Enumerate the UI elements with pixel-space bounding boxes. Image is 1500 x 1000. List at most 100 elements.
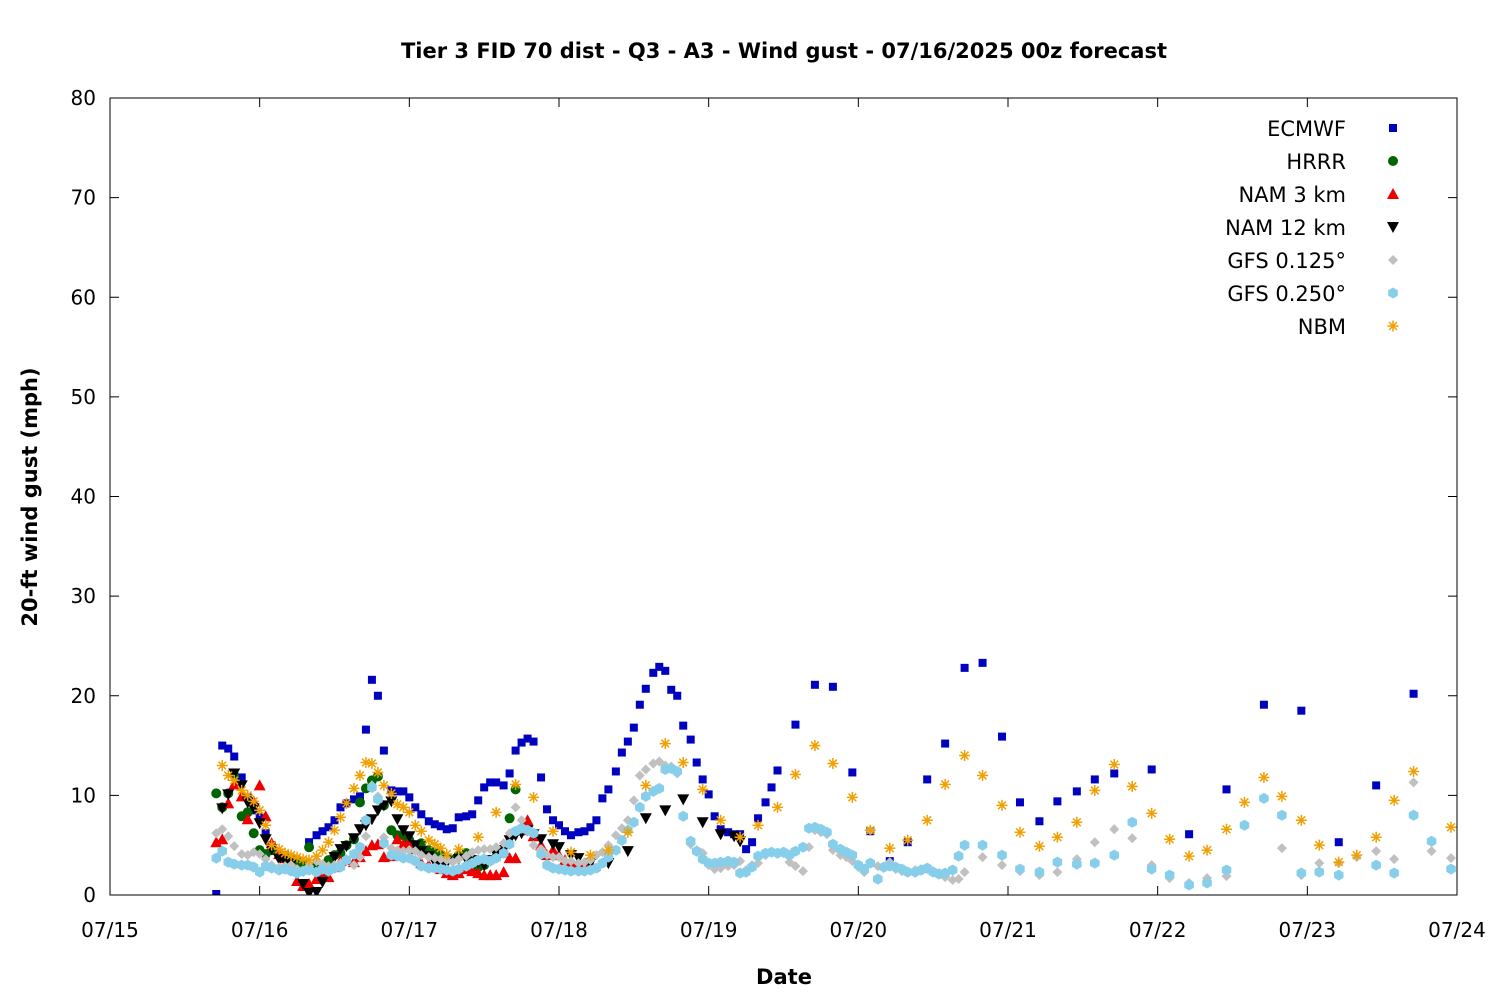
data-point <box>1426 846 1437 857</box>
data-point <box>218 741 227 750</box>
data-point <box>523 734 532 743</box>
data-point <box>259 834 272 846</box>
data-point <box>361 814 371 826</box>
data-point <box>827 757 839 769</box>
data-point <box>468 810 477 819</box>
data-point <box>828 838 838 850</box>
data-point <box>584 849 596 861</box>
data-point <box>454 813 463 822</box>
data-point <box>228 774 240 786</box>
data-point <box>254 849 265 860</box>
data-point <box>222 769 234 781</box>
data-point <box>385 796 398 808</box>
data-point <box>528 840 539 851</box>
data-point <box>1052 856 1063 868</box>
data-point <box>748 838 757 847</box>
x-tick-label: 07/16 <box>231 918 289 942</box>
data-point <box>715 856 726 868</box>
data-point <box>260 854 271 865</box>
data-point <box>789 768 801 780</box>
data-point <box>659 805 672 817</box>
data-point <box>255 813 264 822</box>
data-point <box>334 811 346 823</box>
data-point <box>1035 817 1044 826</box>
y-axis: 0 10 20 30 40 50 60 70 80 <box>71 86 1457 907</box>
legend-marker <box>1387 320 1399 332</box>
series-nbm <box>216 738 1457 868</box>
data-point <box>318 827 327 836</box>
data-point <box>698 775 707 784</box>
data-point <box>902 834 914 846</box>
data-point <box>941 739 950 748</box>
data-point <box>959 839 970 851</box>
data-point <box>692 758 701 767</box>
data-point <box>266 839 278 851</box>
data-point <box>959 867 970 878</box>
data-point <box>566 831 575 840</box>
data-point <box>216 803 229 815</box>
data-point <box>1277 809 1287 821</box>
data-point <box>1295 814 1307 826</box>
data-point <box>211 788 222 799</box>
data-point <box>224 744 233 753</box>
data-point <box>678 810 688 822</box>
data-point <box>797 866 808 877</box>
data-point <box>247 803 260 815</box>
y-tick-label: 60 <box>71 285 96 309</box>
data-point <box>661 666 670 675</box>
legend: ECMWF HRRR NAM 3 km NAM 12 km GFS 0.125° GFS … <box>1225 117 1399 339</box>
data-point <box>403 806 415 818</box>
data-point <box>685 835 696 847</box>
series-ecmwf <box>212 658 1418 895</box>
data-point <box>791 720 800 729</box>
data-point <box>304 842 315 853</box>
data-point <box>385 787 397 799</box>
legend-marker <box>1388 287 1398 299</box>
data-point <box>873 873 883 885</box>
data-point <box>1314 858 1325 869</box>
data-point <box>635 801 645 813</box>
data-point <box>312 831 321 840</box>
data-point <box>504 838 515 850</box>
data-point <box>686 735 695 744</box>
data-point <box>424 817 433 826</box>
x-tick-label: 07/17 <box>381 918 439 942</box>
data-point <box>316 877 329 889</box>
data-point <box>409 840 422 852</box>
data-point <box>611 844 621 856</box>
data-point <box>623 737 632 746</box>
data-point <box>1221 823 1233 835</box>
data-point <box>847 849 858 861</box>
data-point <box>372 766 384 778</box>
data-point <box>1297 706 1306 715</box>
data-point <box>1276 790 1288 802</box>
data-point <box>261 829 270 838</box>
data-point <box>379 837 389 849</box>
data-point <box>1239 819 1250 831</box>
data-point <box>790 845 801 857</box>
data-point <box>430 820 439 829</box>
data-point <box>1109 824 1120 835</box>
data-point <box>405 793 414 802</box>
data-point <box>998 732 1007 741</box>
data-point <box>566 865 576 877</box>
data-point <box>649 668 658 677</box>
data-point <box>366 757 378 769</box>
data-point <box>341 854 352 866</box>
data-point <box>691 845 702 857</box>
data-point <box>416 860 427 872</box>
data-point <box>1164 833 1176 845</box>
data-point <box>436 822 445 831</box>
data-point <box>1409 689 1418 698</box>
data-point <box>1334 869 1344 881</box>
data-point <box>323 836 335 848</box>
data-point <box>1033 840 1045 852</box>
data-point <box>411 803 420 812</box>
data-point <box>1071 816 1083 828</box>
data-point <box>1185 830 1194 839</box>
data-point <box>497 866 510 878</box>
data-point <box>448 824 457 833</box>
data-point <box>491 842 502 853</box>
data-point <box>1371 859 1381 871</box>
